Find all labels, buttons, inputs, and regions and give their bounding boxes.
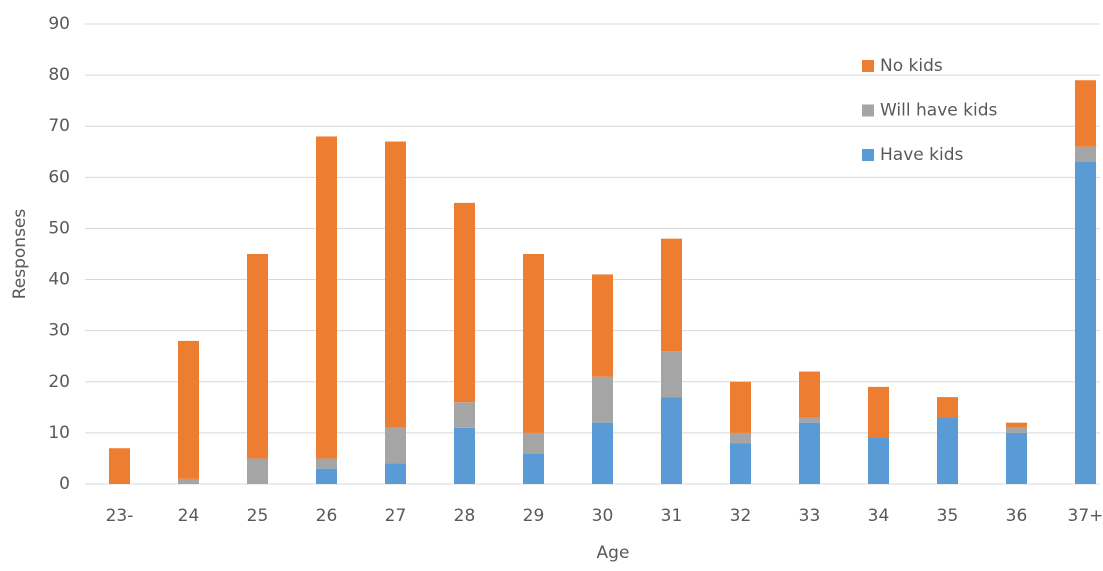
bar-segment [1006,422,1027,428]
x-tick-label: 28 [454,506,476,526]
bar-segment [661,351,682,398]
y-tick-label: 60 [48,167,70,187]
bar-segment [799,422,820,484]
y-tick-label: 30 [48,321,70,341]
bar-segment [385,427,406,464]
bar-segment [799,371,820,418]
x-axis-label: Age [597,543,630,563]
x-tick-label: 23- [106,506,134,526]
bar-segment [592,274,613,377]
bar-segment [109,448,130,484]
bar-segment [730,432,751,444]
bar-segment [247,458,268,484]
bar-segment [316,458,337,469]
x-tick-label: 34 [868,506,890,526]
x-tick-label: 30 [592,506,614,526]
x-tick-label: 24 [178,506,200,526]
bar-segment [247,254,268,459]
legend-swatch [862,104,874,117]
bar-segment [592,422,613,484]
legend-label: Have kids [880,145,963,165]
legend-label: Will have kids [880,101,997,121]
bar-segment [730,381,751,433]
x-tick-label: 27 [385,506,407,526]
bar-segment [454,402,475,428]
bar-segment [385,463,406,484]
bar-segment [178,340,199,479]
bar-segment [592,376,613,423]
bar-segment [454,427,475,484]
bar-segment [868,438,889,484]
y-tick-label: 70 [48,116,70,136]
y-tick-label: 90 [48,14,70,34]
bar-segment [1075,80,1096,147]
bar-segment [661,397,682,484]
bar-segment [523,453,544,484]
bar-segment [937,397,958,418]
bar-segment [523,432,544,454]
bar-segment [937,417,958,484]
bar-segment [523,254,544,433]
x-tick-label: 26 [316,506,338,526]
bar-segment [661,238,682,352]
y-tick-label: 80 [48,65,70,85]
bar-segment [454,202,475,403]
y-tick-label: 40 [48,270,70,290]
x-tick-label: 37+ [1068,506,1103,526]
x-tick-label: 29 [523,506,545,526]
legend-swatch [862,149,874,161]
bar-segment [316,136,337,459]
y-axis-label: Responses [10,209,30,300]
bar-segment [1006,427,1027,433]
y-tick-label: 0 [59,474,70,494]
x-tick-label: 35 [937,506,959,526]
x-tick-label: 31 [661,506,683,526]
x-tick-label: 36 [1006,506,1028,526]
bar-segment [1075,162,1096,484]
y-tick-label: 50 [48,218,70,238]
bar-segment [1075,146,1096,162]
legend-label: No kids [880,56,943,76]
bar-segment [316,468,337,484]
bar-segment [868,386,889,438]
bar-segment [385,141,406,428]
x-tick-label: 33 [799,506,821,526]
bar-segment [730,443,751,484]
y-tick-label: 10 [48,423,70,443]
bar-segment [1006,432,1027,484]
bar-segment [799,417,820,423]
y-tick-label: 20 [48,372,70,392]
x-tick-label: 32 [730,506,752,526]
bar-segment [178,478,199,484]
x-tick-label: 25 [247,506,269,526]
legend-swatch [862,60,874,72]
